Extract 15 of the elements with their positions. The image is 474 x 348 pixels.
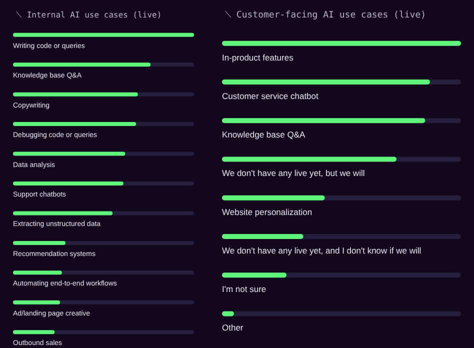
bar xyxy=(13,240,66,245)
y-tick-label: We don't have any live yet, and I don't know if we will xyxy=(222,245,422,256)
y-tick-label: Customer service chatbot xyxy=(222,90,320,101)
bar xyxy=(13,330,55,334)
y-tick-label: We don't have any live yet, but we will xyxy=(222,168,365,178)
chart-title: ⟍ Internal AI use cases (live) xyxy=(16,10,162,20)
y-tick-label: Other xyxy=(222,322,244,333)
bar xyxy=(13,270,62,275)
y-tick-label: In-product features xyxy=(222,52,294,62)
y-tick-label: Website personalization xyxy=(222,206,312,217)
bar xyxy=(13,300,60,304)
chart-title: ⟍ Customer-facing AI use cases (live) xyxy=(225,10,426,20)
y-tick-label: I'm not sure xyxy=(222,284,266,294)
y-tick-label: Knowledge base Q&A xyxy=(222,130,306,140)
bar xyxy=(222,272,287,278)
